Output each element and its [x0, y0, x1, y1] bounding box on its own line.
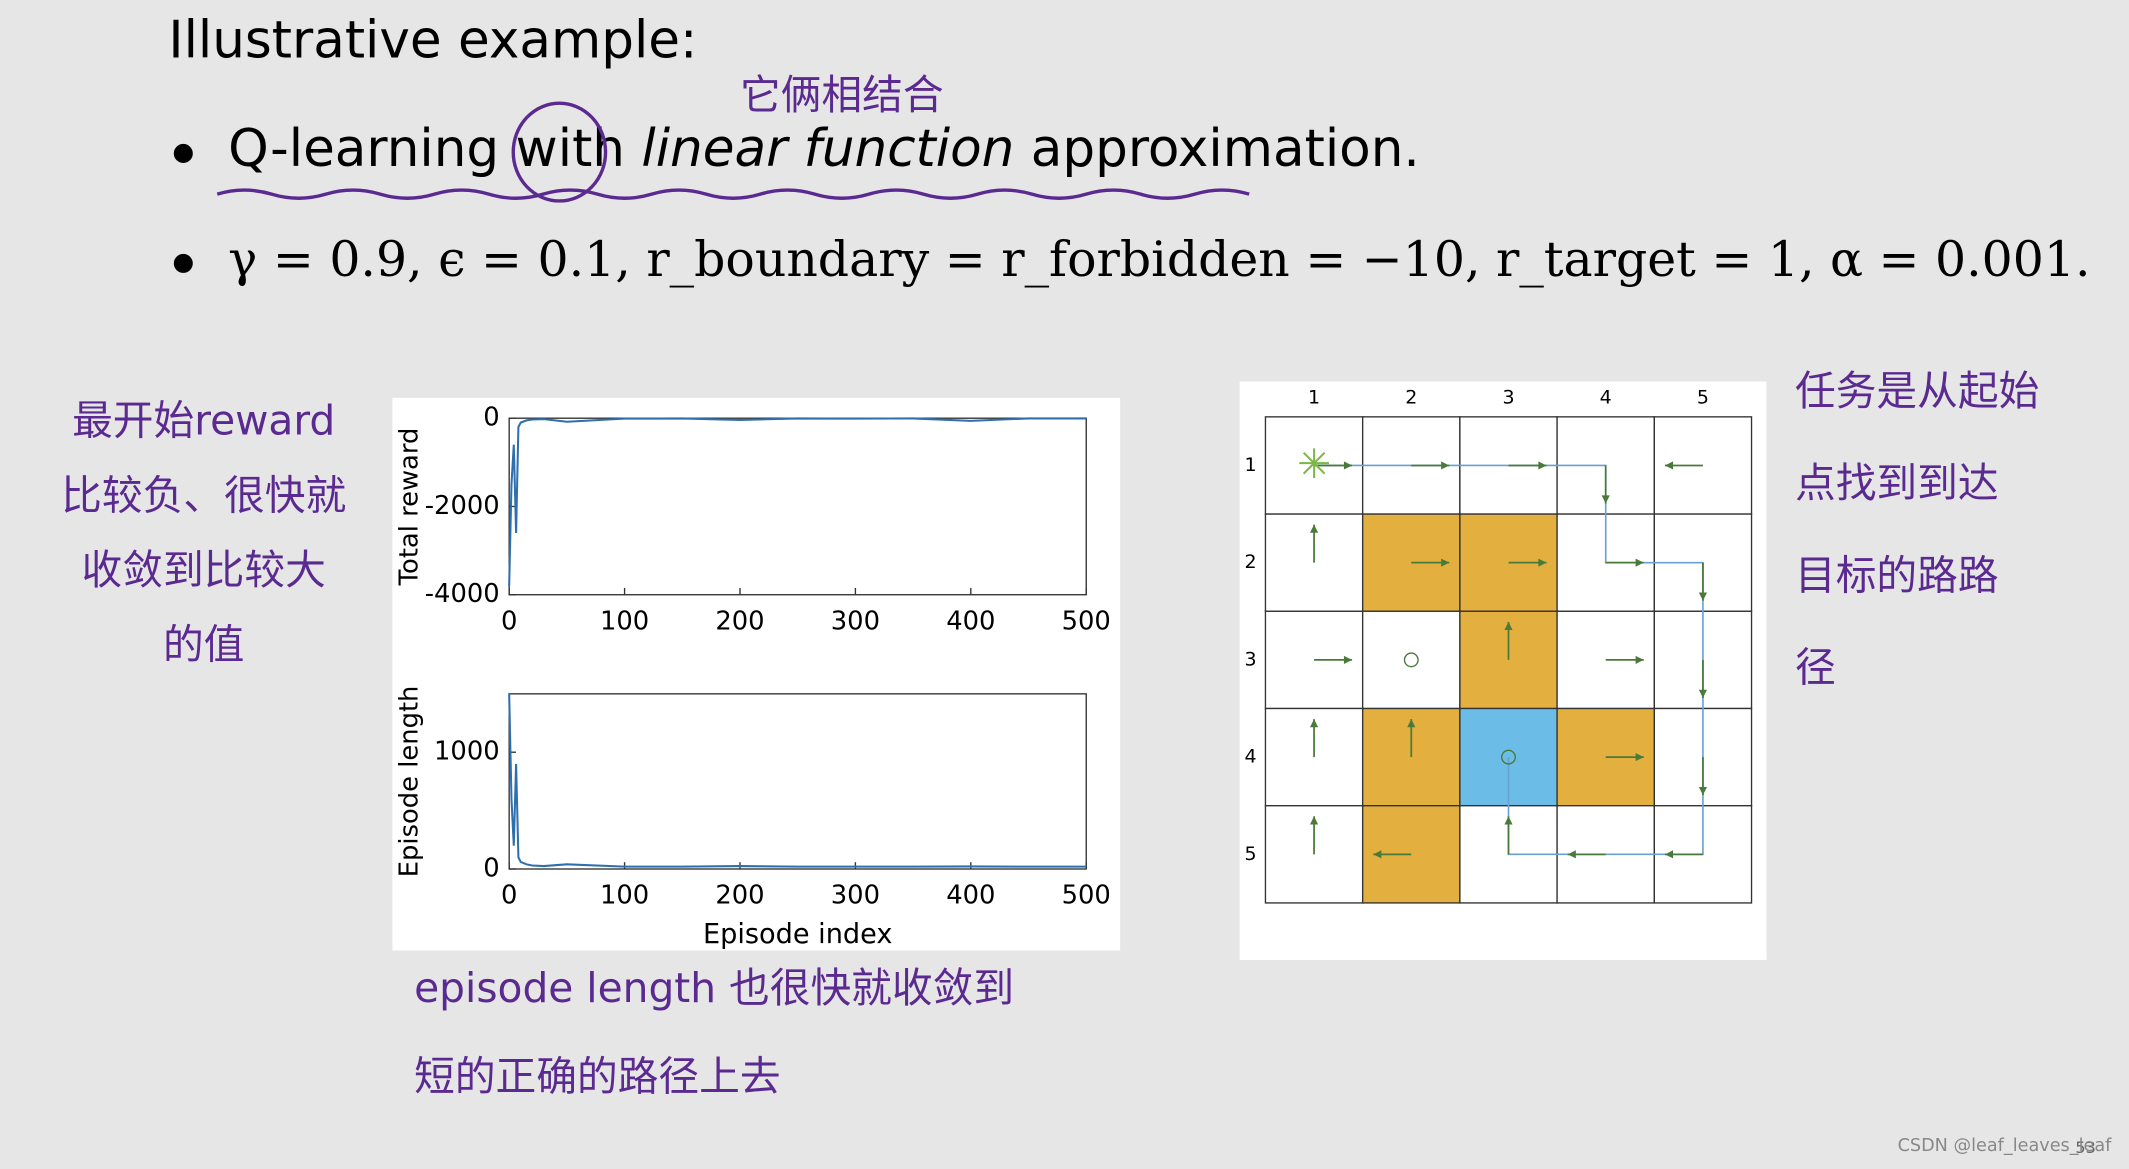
note: 它俩相结合: [740, 71, 944, 119]
x-tick-label: 100: [600, 881, 649, 911]
x-tick-label: 500: [1062, 881, 1111, 911]
y-tick-label: 0: [483, 853, 499, 883]
arrow-head: [1635, 753, 1644, 762]
arrow-head: [1343, 655, 1353, 664]
y-axis-label: Total reward: [395, 428, 425, 587]
text-post: approximation.: [1014, 119, 1419, 179]
x-tick-label: 200: [715, 606, 764, 636]
col-label: 1: [1308, 386, 1320, 408]
y-tick-label: 1000: [434, 737, 500, 767]
arrow-head: [1309, 524, 1319, 533]
page-number: 53: [2075, 1138, 2096, 1157]
arrow-head: [1504, 621, 1513, 631]
note: 任务是从起始: [1795, 367, 2039, 415]
col-label: 3: [1502, 386, 1514, 408]
note: 目标的路路: [1795, 551, 1999, 599]
x-tick-label: 400: [946, 606, 995, 636]
cell: [1361, 610, 1461, 710]
arrow-head: [1441, 558, 1450, 567]
watermark: CSDN @leaf_leaves_leaf: [1898, 1136, 2113, 1156]
note: episode length 也很快就收敛到: [414, 964, 1014, 1012]
underline: [216, 188, 1250, 200]
arrow-head: [1309, 816, 1319, 825]
arrow-head: [1343, 461, 1353, 470]
note: 短的正确的路径上去: [414, 1052, 780, 1100]
stay: [1501, 749, 1516, 765]
arrow-head: [1309, 719, 1319, 728]
arrow-head: [1601, 495, 1610, 504]
text-italic: linear function: [641, 119, 1014, 179]
bullet: [173, 253, 193, 273]
row-label: 4: [1244, 746, 1256, 768]
col-label: 4: [1600, 386, 1612, 408]
text-pre: Q-learning with: [228, 119, 641, 179]
arrow-head: [1635, 558, 1644, 567]
y-axis-label: Episode length: [395, 686, 425, 878]
y-tick-label: -4000: [425, 579, 500, 609]
arrow-head: [1407, 719, 1416, 728]
line: [508, 417, 1087, 586]
arrow-head: [1504, 816, 1513, 825]
arrow-head: [1698, 689, 1708, 698]
x-tick-label: 100: [600, 606, 649, 636]
arrow-head: [1664, 461, 1674, 470]
row-label: 5: [1244, 843, 1256, 865]
bullet-text: γ = 0.9, ϵ = 0.1, r_boundary = r_forbidd…: [228, 231, 2090, 288]
row-label: 3: [1244, 648, 1256, 670]
row-label: 1: [1244, 454, 1256, 476]
arrow-head: [1698, 786, 1708, 796]
start: ✳: [1297, 440, 1331, 488]
y-tick-label: -2000: [425, 491, 500, 521]
arrow-head: [1538, 461, 1547, 470]
x-tick-label: 500: [1062, 606, 1111, 636]
x-tick-label: 300: [831, 606, 880, 636]
arrow-head: [1567, 850, 1576, 859]
x-tick-label: 400: [946, 881, 995, 911]
note: 最开始reward: [72, 397, 335, 445]
arrow-head: [1538, 558, 1547, 567]
col-label: 5: [1697, 386, 1709, 408]
line: [508, 693, 1087, 868]
arrow-head: [1373, 850, 1382, 859]
stay: [1403, 652, 1419, 668]
x-tick-label: 0: [501, 606, 517, 636]
bullet-text: Q-learning with linear function approxim…: [228, 119, 1420, 179]
y-tick-label: 0: [483, 403, 499, 433]
col-label: 2: [1405, 386, 1417, 408]
arrow-head: [1698, 592, 1708, 601]
x-axis-label: Episode index: [703, 919, 892, 950]
note: 径: [1795, 644, 1836, 692]
circle-note: [511, 101, 608, 203]
note: 收敛到比较大: [82, 546, 326, 594]
note: 的值: [163, 621, 244, 669]
heading: Illustrative example:: [168, 10, 697, 70]
plot-frame: [508, 693, 1087, 870]
x-tick-label: 200: [715, 881, 764, 911]
x-tick-label: 300: [831, 881, 880, 911]
note: 点找到到达: [1795, 459, 1999, 507]
arrow-head: [1635, 655, 1644, 664]
chart-panel: [392, 397, 1121, 951]
x-tick-label: 0: [501, 881, 517, 911]
note: 比较负、很快就: [61, 471, 346, 519]
bullet: [173, 143, 193, 163]
arrow-head: [1441, 461, 1450, 470]
arrow-head: [1664, 850, 1674, 859]
row-label: 2: [1244, 551, 1256, 573]
